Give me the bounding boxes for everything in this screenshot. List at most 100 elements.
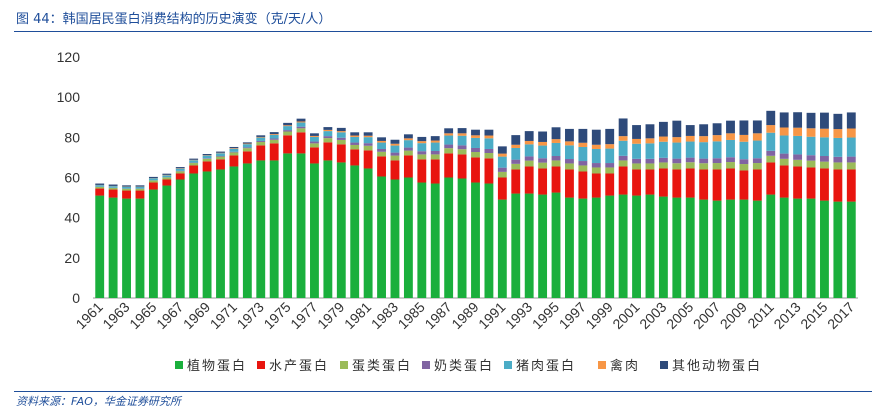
bar-milk-1999: [605, 163, 614, 167]
bar-poultry-1973: [256, 137, 265, 138]
bar-poultry-1975: [283, 125, 292, 126]
bar-pork-1983: [391, 146, 400, 153]
bar-stack-1992: [511, 135, 520, 298]
bar-egg-1969: [203, 159, 212, 162]
bar-plant-1962: [109, 198, 118, 298]
legend-label: 猪肉蛋白: [516, 358, 576, 374]
bar-other-2007: [713, 123, 722, 135]
bar-milk-2007: [713, 158, 722, 163]
bar-other-1993: [525, 131, 534, 141]
bar-plant-1989: [471, 183, 480, 298]
bar-egg-1961: [95, 187, 104, 189]
bar-poultry-1982: [377, 141, 386, 143]
bar-poultry-2010: [753, 133, 762, 140]
x-tick-label: 2005: [663, 299, 696, 332]
bar-pork-1981: [364, 137, 373, 143]
bar-aquatic-2013: [793, 166, 802, 198]
bar-aquatic-1984: [404, 155, 413, 177]
bar-pork-1991: [498, 157, 507, 168]
bar-milk-2017: [847, 157, 856, 163]
bar-milk-2000: [619, 156, 628, 161]
bar-aquatic-1965: [149, 183, 158, 190]
bar-stack-1976: [297, 119, 306, 298]
bar-stack-1996: [565, 129, 574, 298]
bar-poultry-1978: [323, 130, 332, 131]
bar-aquatic-2000: [619, 166, 628, 194]
bar-pork-2004: [672, 143, 681, 159]
legend-label: 蛋类蛋白: [352, 358, 412, 374]
bar-stack-2008: [726, 121, 735, 298]
bar-other-1978: [323, 127, 332, 130]
x-tick-label: 1981: [341, 299, 374, 332]
bar-aquatic-2004: [672, 169, 681, 197]
bar-aquatic-1971: [229, 155, 238, 166]
bar-aquatic-2016: [833, 169, 842, 201]
x-tick-label: 2009: [717, 299, 750, 332]
bar-poultry-1990: [484, 136, 493, 139]
bar-aquatic-1997: [578, 171, 587, 198]
bar-pork-1989: [471, 138, 480, 148]
bar-egg-1970: [216, 157, 225, 160]
bar-plant-1970: [216, 169, 225, 298]
legend-swatch: [257, 361, 265, 369]
bar-poultry-2001: [632, 139, 641, 144]
bar-egg-2014: [807, 161, 816, 168]
bar-egg-1968: [189, 163, 198, 165]
bar-egg-1997: [578, 165, 587, 171]
bar-egg-1986: [431, 154, 440, 159]
bar-stack-1997: [578, 129, 587, 298]
bar-stack-1966: [162, 174, 171, 298]
bar-plant-1983: [391, 180, 400, 298]
bar-pork-1982: [377, 143, 386, 149]
bar-milk-1990: [484, 149, 493, 153]
x-tick-label: 1993: [502, 299, 535, 332]
bar-poultry-1988: [458, 133, 467, 135]
bar-stack-2017: [847, 112, 856, 298]
bar-aquatic-2001: [632, 169, 641, 195]
bar-other-1970: [216, 152, 225, 153]
bar-milk-2014: [807, 155, 816, 160]
bar-poultry-2004: [672, 137, 681, 142]
bar-pork-2017: [847, 138, 856, 157]
footer-divider: [14, 391, 872, 392]
bar-poultry-2015: [820, 129, 829, 138]
bar-pork-1986: [431, 143, 440, 151]
bar-aquatic-1998: [592, 173, 601, 197]
legend-item-poultry: 禽肉: [598, 358, 640, 374]
bar-pork-1970: [216, 153, 225, 156]
bar-aquatic-2006: [699, 169, 708, 199]
chart-legend: 植物蛋白水产蛋白蛋类蛋白奶类蛋白猪肉蛋白禽肉其他动物蛋白: [175, 358, 762, 374]
bar-egg-1998: [592, 167, 601, 173]
bar-egg-1996: [565, 163, 574, 169]
bar-other-2017: [847, 112, 856, 128]
legend-swatch: [660, 361, 668, 369]
bar-plant-1968: [189, 173, 198, 298]
bar-plant-1991: [498, 200, 507, 298]
bar-series-group: [95, 111, 855, 298]
bar-plant-1994: [538, 195, 547, 298]
bar-plant-1975: [283, 153, 292, 298]
bar-stack-1975: [283, 123, 292, 298]
x-tick-label: 1965: [126, 299, 159, 332]
bar-milk-1979: [337, 138, 346, 140]
bar-poultry-1974: [270, 134, 279, 135]
bar-aquatic-1964: [136, 191, 145, 199]
bar-stack-2007: [713, 123, 722, 298]
bar-stack-1961: [95, 184, 104, 298]
bar-plant-1981: [364, 168, 373, 298]
bar-other-1999: [605, 129, 614, 144]
bar-other-2004: [672, 121, 681, 137]
legend-item-pork: 猪肉蛋白: [504, 358, 576, 374]
bar-egg-1971: [229, 152, 238, 155]
bar-other-1976: [297, 119, 306, 122]
bar-egg-1962: [109, 188, 118, 190]
bar-pork-1964: [136, 187, 145, 189]
legend-swatch: [598, 361, 606, 369]
bar-egg-2009: [739, 164, 748, 170]
bar-poultry-1993: [525, 141, 534, 144]
bar-aquatic-2015: [820, 168, 829, 200]
bar-stack-1994: [538, 132, 547, 298]
bar-milk-1988: [458, 145, 467, 149]
bar-other-1982: [377, 137, 386, 141]
bar-milk-1995: [552, 156, 561, 160]
